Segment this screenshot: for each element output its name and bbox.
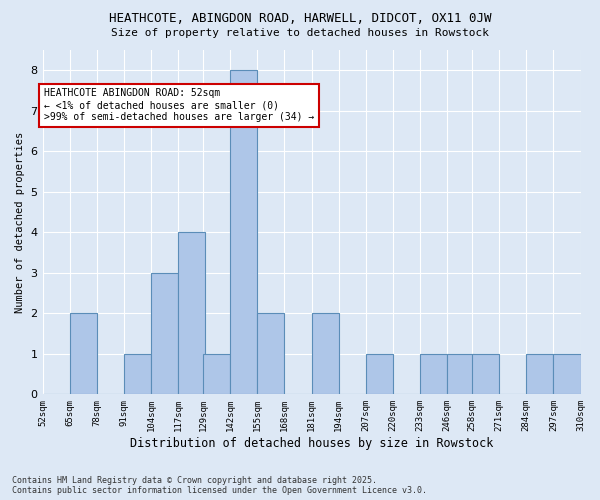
Bar [472, 354, 499, 395]
Text: Size of property relative to detached houses in Rowstock: Size of property relative to detached ho… [111, 28, 489, 38]
Bar [553, 354, 581, 395]
Y-axis label: Number of detached properties: Number of detached properties [15, 132, 25, 313]
Bar [526, 354, 553, 395]
X-axis label: Distribution of detached houses by size in Rowstock: Distribution of detached houses by size … [130, 437, 493, 450]
Bar [151, 273, 178, 394]
Text: HEATHCOTE ABINGDON ROAD: 52sqm
← <1% of detached houses are smaller (0)
>99% of : HEATHCOTE ABINGDON ROAD: 52sqm ← <1% of … [44, 88, 314, 122]
Bar [230, 70, 257, 394]
Bar [257, 314, 284, 394]
Bar [124, 354, 151, 395]
Text: HEATHCOTE, ABINGDON ROAD, HARWELL, DIDCOT, OX11 0JW: HEATHCOTE, ABINGDON ROAD, HARWELL, DIDCO… [109, 12, 491, 26]
Bar [178, 232, 205, 394]
Bar [311, 314, 338, 394]
Bar [203, 354, 230, 395]
Bar [366, 354, 393, 395]
Bar [420, 354, 447, 395]
Bar [70, 314, 97, 394]
Bar [447, 354, 474, 395]
Text: Contains HM Land Registry data © Crown copyright and database right 2025.
Contai: Contains HM Land Registry data © Crown c… [12, 476, 427, 495]
